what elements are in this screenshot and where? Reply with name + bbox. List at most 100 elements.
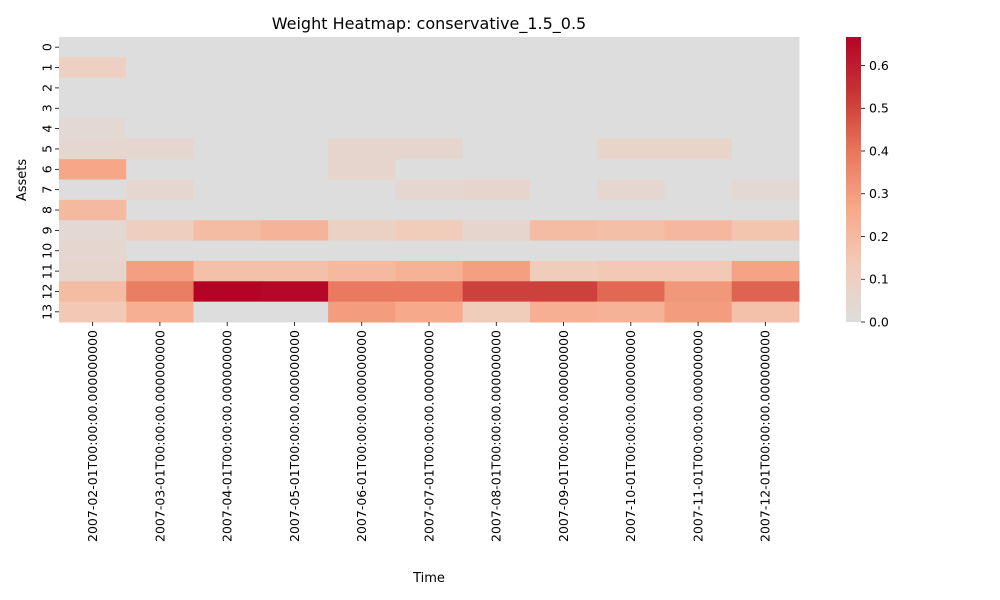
heatmap-cell [395,179,464,201]
heatmap-cell [731,98,800,119]
heatmap-cell [462,98,531,119]
heatmap-cell [59,281,127,303]
heatmap-cell [260,159,329,180]
heatmap-cell [529,77,598,99]
y-tick-label: 9 [39,226,54,234]
heatmap-cell [328,37,396,58]
heatmap-cell [260,281,329,303]
y-tick-label: 8 [39,206,54,214]
heatmap-cell [126,260,195,282]
heatmap-cell [193,281,262,303]
heatmap-cell [529,240,598,262]
y-tick-label: 0 [39,43,54,51]
heatmap-cell [731,77,800,99]
heatmap-cell [731,281,800,303]
heatmap-cell [664,281,733,303]
heatmap-cell [260,37,329,58]
heatmap-cell [731,37,800,58]
heatmap-cell [597,57,665,79]
y-tick-label: 4 [39,125,54,133]
colorbar-tick-label: 0.4 [869,143,889,158]
heatmap-cell [529,118,598,140]
colorbar-tick-label: 0.0 [869,314,889,329]
heatmap-cell [126,240,195,262]
heatmap-cell [664,301,733,323]
heatmap-cell [395,199,464,221]
heatmap-cell [597,138,665,160]
heatmap-cell [126,199,195,221]
heatmap-cell [193,138,262,160]
heatmap-cell [328,118,396,140]
heatmap-cell [395,260,464,282]
heatmap-cell [529,159,598,180]
colorbar-tick-label: 0.5 [869,101,889,116]
heatmap-cell [664,159,733,180]
heatmap-cell [664,37,733,58]
heatmap-cell [462,260,531,282]
heatmap-cell [59,98,127,119]
x-tick-label: 2007-03-01T00:00:00.000000000 [152,330,167,542]
heatmap-cell [126,57,195,79]
heatmap-cell [126,281,195,303]
heatmap-cell [126,77,195,99]
heatmap-cell [731,199,800,221]
heatmap-cell [664,240,733,262]
heatmap-cell [529,179,598,201]
heatmap-cell [126,179,195,201]
x-tick-label: 2007-05-01T00:00:00.000000000 [287,330,302,542]
heatmap-cell [328,138,396,160]
y-tick-label: 2 [39,84,54,92]
heatmap-cell [529,281,598,303]
x-tick-label: 2007-09-01T00:00:00.000000000 [556,330,571,542]
heatmap-cell [193,77,262,99]
heatmap-cell [328,77,396,99]
x-tick-label: 2007-08-01T00:00:00.000000000 [489,330,504,542]
colorbar-ticks: 0.0 0.1 0.2 0.3 0.4 0.5 0.6 [861,58,889,329]
chart-title: Weight Heatmap: conservative_1.5_0.5 [272,14,586,34]
heatmap-cell [328,240,396,262]
heatmap-cell [597,118,665,140]
heatmap-cell [328,199,396,221]
heatmap-cell [126,159,195,180]
heatmap-cell [731,301,800,323]
heatmap-cell [462,301,531,323]
heatmap-cell [260,240,329,262]
heatmap-cell [462,179,531,201]
heatmap-cell [328,57,396,79]
x-tick-label: 2007-07-01T00:00:00.000000000 [421,330,436,542]
heatmap-cell [328,220,396,242]
colorbar-tick-label: 0.6 [869,58,889,73]
x-axis-label: Time [412,571,445,586]
heatmap-cell [529,57,598,79]
x-tick-label: 2007-04-01T00:00:00.000000000 [220,330,235,542]
heatmap-cell [59,118,127,140]
heatmap-cell [328,98,396,119]
heatmap-cell [664,260,733,282]
heatmap-cell [59,199,127,221]
x-tick-label: 2007-06-01T00:00:00.000000000 [354,330,369,542]
heatmap-cell [731,159,800,180]
heatmap-cell [664,220,733,242]
heatmap-cell [462,281,531,303]
heatmap-cell [731,57,800,79]
heatmap-cell [395,98,464,119]
heatmap-cell [529,260,598,282]
heatmap-cell [731,220,800,242]
heatmap-cell [664,57,733,79]
heatmap-cell [462,138,531,160]
heatmap-cells [59,37,800,323]
y-tick-label: 13 [39,304,54,320]
heatmap-cell [462,118,531,140]
heatmap-cell [395,37,464,58]
y-tick-label: 1 [39,64,54,72]
heatmap-cell [193,240,262,262]
heatmap-cell [260,138,329,160]
colorbar-tick-label: 0.1 [869,272,889,287]
heatmap-cell [395,57,464,79]
colorbar-tick-label: 0.2 [869,229,889,244]
heatmap-cell [395,159,464,180]
y-tick-label: 5 [39,145,54,153]
heatmap-cell [328,260,396,282]
